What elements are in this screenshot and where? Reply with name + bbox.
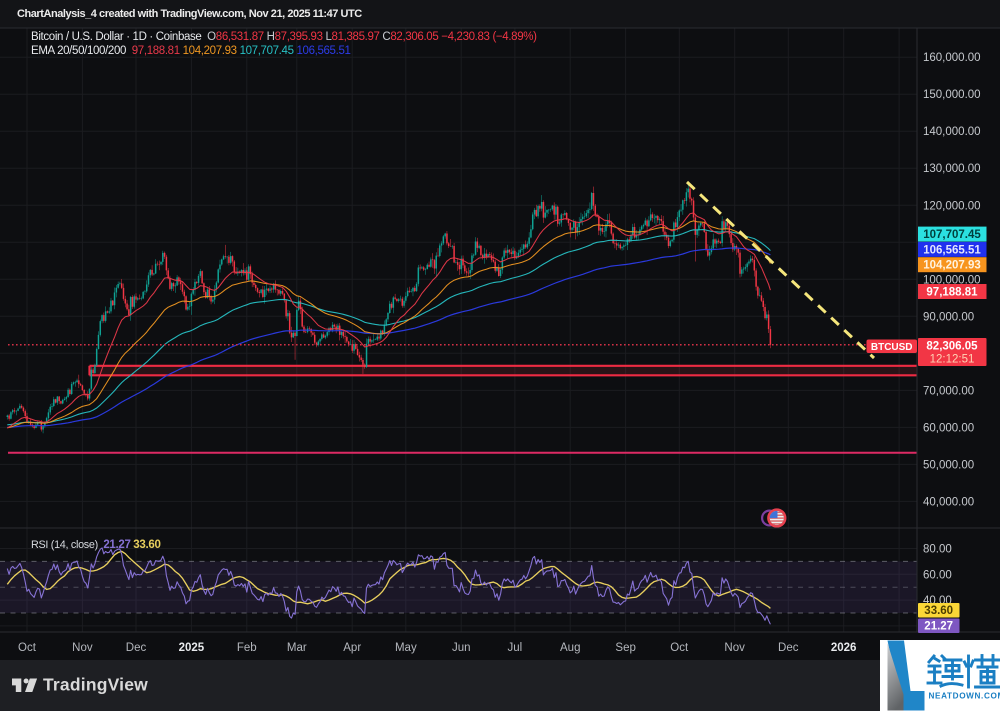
svg-text:2026: 2026 xyxy=(831,642,857,654)
svg-text:97,188.81: 97,188.81 xyxy=(926,287,978,299)
svg-text:100,000.00: 100,000.00 xyxy=(923,274,981,286)
svg-text:160,000.00: 160,000.00 xyxy=(923,52,981,64)
svg-text:120,000.00: 120,000.00 xyxy=(923,200,981,212)
svg-text:Jun: Jun xyxy=(452,642,471,654)
svg-text:33.60: 33.60 xyxy=(924,605,953,617)
svg-text:Feb: Feb xyxy=(237,642,257,654)
svg-text:Aug: Aug xyxy=(560,642,580,654)
svg-text:106,565.51: 106,565.51 xyxy=(923,244,981,256)
svg-text:60,000.00: 60,000.00 xyxy=(923,422,974,434)
svg-text:Mar: Mar xyxy=(287,642,307,654)
svg-text:104,207.93: 104,207.93 xyxy=(923,260,981,272)
svg-text:82,306.05: 82,306.05 xyxy=(926,341,978,353)
svg-text:Oct: Oct xyxy=(18,642,37,654)
svg-text:Dec: Dec xyxy=(126,642,147,654)
svg-text:BTCUSD: BTCUSD xyxy=(871,342,913,353)
svg-text:Nov: Nov xyxy=(72,642,93,654)
svg-text:Oct: Oct xyxy=(670,642,689,654)
svg-text:Dec: Dec xyxy=(778,642,799,654)
svg-text:12:12:51: 12:12:51 xyxy=(930,354,975,366)
svg-text:2025: 2025 xyxy=(179,642,205,654)
svg-text:TradingView: TradingView xyxy=(43,675,148,695)
svg-text:May: May xyxy=(395,642,417,654)
svg-text:140,000.00: 140,000.00 xyxy=(923,126,981,138)
svg-text:Jul: Jul xyxy=(507,642,522,654)
svg-text:50,000.00: 50,000.00 xyxy=(923,459,974,471)
svg-text:90,000.00: 90,000.00 xyxy=(923,311,974,323)
svg-text:Nov: Nov xyxy=(724,642,745,654)
svg-text:130,000.00: 130,000.00 xyxy=(923,163,981,175)
svg-text:70,000.00: 70,000.00 xyxy=(923,385,974,397)
svg-text:Sep: Sep xyxy=(615,642,635,654)
svg-text:40,000.00: 40,000.00 xyxy=(923,496,974,508)
svg-text:107,707.45: 107,707.45 xyxy=(923,229,981,241)
svg-text:80.00: 80.00 xyxy=(923,544,952,556)
svg-text:150,000.00: 150,000.00 xyxy=(923,89,981,101)
svg-text:NEATDOWN.COM: NEATDOWN.COM xyxy=(929,692,1000,701)
svg-text:60.00: 60.00 xyxy=(923,569,952,581)
svg-text:Apr: Apr xyxy=(343,642,361,654)
svg-text:21.27: 21.27 xyxy=(924,621,953,633)
